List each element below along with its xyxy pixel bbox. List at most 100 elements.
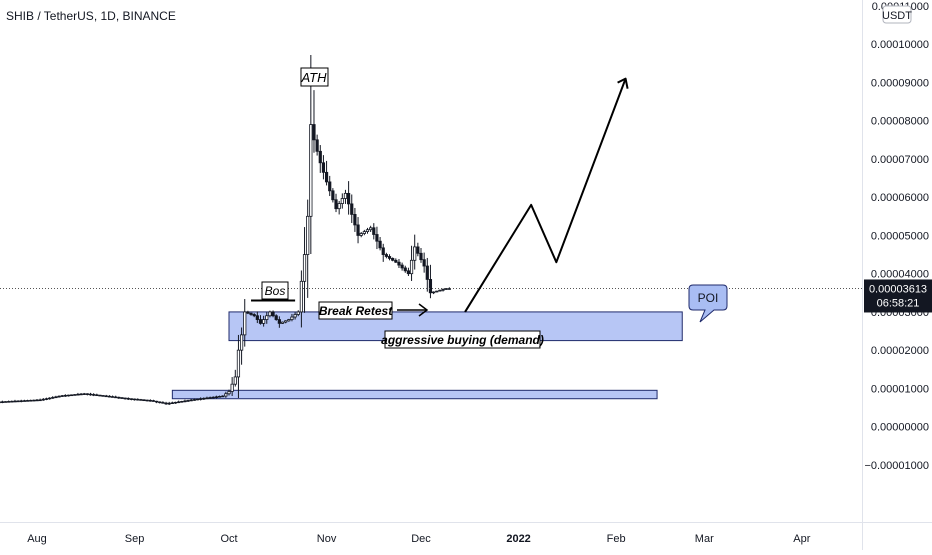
candle-body [388,256,390,258]
candle-body [341,198,343,203]
candle-body [212,397,214,398]
candle-body [281,322,283,323]
candle-body [215,397,217,398]
candle-body [272,312,274,316]
candle-body [385,255,387,257]
candle-body [39,400,41,401]
candle-body [187,400,189,401]
candle-body [149,400,151,401]
candle-body [382,248,384,255]
chart-title: SHIB / TetherUS, 1D, BINANCE [6,9,176,23]
current-price-value: 0.00003613 [869,283,927,295]
y-tick-label: 0.00006000 [871,192,929,204]
candle-body [237,350,239,377]
candle-body [203,398,205,399]
candle-body [429,279,431,292]
candle-body [11,401,13,402]
candle-body [414,247,416,260]
candle-body [177,402,179,403]
candle-body [17,401,19,402]
candles [0,55,451,405]
candle-body [143,400,145,401]
currency-label: USDT [882,10,912,22]
candle-body [20,401,22,402]
candle-body [23,401,25,402]
x-tick-label: Apr [793,533,810,545]
poi-label: POI [698,291,719,305]
candle-body [67,395,69,396]
candle-body [127,398,129,399]
candle-body [439,290,441,291]
candle-body [354,214,356,225]
y-tick-label: 0.00010000 [871,39,929,51]
candle-body [398,262,400,265]
candle-body [7,401,9,402]
candle-body [102,396,104,397]
candle-body [190,400,192,401]
candle-body [266,316,268,320]
candle-body [297,312,299,315]
candle-body [432,292,434,293]
candle-body [26,401,28,402]
candle-body [404,268,406,271]
candle-body [423,260,425,266]
candle-body [410,260,412,273]
candle-body [395,260,397,262]
candle-body [222,396,224,397]
candle-body [55,397,57,398]
candle-body [133,399,135,400]
candle-body [332,191,334,200]
candle-body [168,403,170,404]
candle-body [124,398,126,399]
candle-body [256,316,258,320]
candle-body [335,200,337,209]
candle-body [86,394,88,395]
candle-body [373,228,375,235]
candle-body [360,234,362,236]
candle-body [306,216,308,254]
candle-body [278,320,280,324]
candle-body [291,317,293,320]
candle-body [253,314,255,315]
candle-body [64,395,66,396]
candle-body [338,204,340,209]
candle-body [319,151,321,162]
candle-body [4,402,6,403]
candle-body [240,335,242,350]
candle-body [391,258,393,260]
x-tick-label: Sep [125,533,145,545]
candle-body [36,400,38,401]
candle-body [193,400,195,401]
zone-base [172,390,657,398]
candle-body [442,289,444,290]
candle-body [30,400,32,401]
candle-body [108,396,110,397]
candle-body [247,312,249,313]
candle-body [14,401,16,402]
candle-body [300,281,302,312]
candle-body [171,403,173,404]
break-retest-label: Break Retest [319,304,393,318]
candle-body [351,204,353,215]
candle-body [347,193,349,204]
candle-body [96,395,98,396]
x-tick-label: Oct [220,533,237,545]
candle-body [121,398,123,399]
candle-body [118,397,120,398]
candle-body [322,163,324,173]
y-tick-label: 0.00007000 [871,154,929,166]
candle-body [58,396,60,397]
candle-body [45,399,47,400]
candle-body [146,400,148,401]
candle-body [74,395,76,396]
candle-body [344,193,346,198]
candle-body [310,125,312,217]
candle-body [152,401,154,402]
y-tick-label: −0.00001000 [864,460,929,472]
candle-body [275,316,277,320]
projection-path [465,79,626,312]
y-tick-label: 0.00002000 [871,345,929,357]
x-tick-label: Nov [317,533,337,545]
